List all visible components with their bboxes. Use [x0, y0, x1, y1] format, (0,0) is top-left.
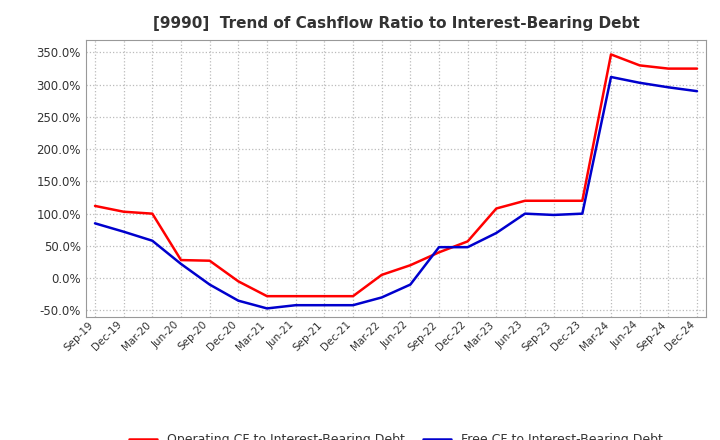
Operating CF to Interest-Bearing Debt [492, 206, 500, 211]
Operating CF to Interest-Bearing Debt [176, 257, 185, 263]
Operating CF to Interest-Bearing Debt [234, 279, 243, 284]
Operating CF to Interest-Bearing Debt [91, 203, 99, 209]
Operating CF to Interest-Bearing Debt [435, 249, 444, 255]
Free CF to Interest-Bearing Debt [377, 295, 386, 300]
Free CF to Interest-Bearing Debt [91, 221, 99, 226]
Free CF to Interest-Bearing Debt [492, 231, 500, 236]
Operating CF to Interest-Bearing Debt [377, 272, 386, 278]
Free CF to Interest-Bearing Debt [549, 213, 558, 218]
Free CF to Interest-Bearing Debt [607, 74, 616, 80]
Free CF to Interest-Bearing Debt [292, 303, 300, 308]
Operating CF to Interest-Bearing Debt [120, 209, 128, 214]
Free CF to Interest-Bearing Debt [435, 245, 444, 250]
Free CF to Interest-Bearing Debt [693, 88, 701, 94]
Operating CF to Interest-Bearing Debt [464, 239, 472, 244]
Line: Operating CF to Interest-Bearing Debt: Operating CF to Interest-Bearing Debt [95, 55, 697, 296]
Title: [9990]  Trend of Cashflow Ratio to Interest-Bearing Debt: [9990] Trend of Cashflow Ratio to Intere… [153, 16, 639, 32]
Free CF to Interest-Bearing Debt [664, 84, 672, 90]
Operating CF to Interest-Bearing Debt [521, 198, 529, 203]
Operating CF to Interest-Bearing Debt [549, 198, 558, 203]
Free CF to Interest-Bearing Debt [148, 238, 157, 243]
Operating CF to Interest-Bearing Debt [607, 52, 616, 57]
Operating CF to Interest-Bearing Debt [635, 63, 644, 68]
Operating CF to Interest-Bearing Debt [263, 293, 271, 299]
Free CF to Interest-Bearing Debt [578, 211, 587, 216]
Free CF to Interest-Bearing Debt [120, 229, 128, 235]
Free CF to Interest-Bearing Debt [464, 245, 472, 250]
Free CF to Interest-Bearing Debt [635, 80, 644, 85]
Operating CF to Interest-Bearing Debt [348, 293, 357, 299]
Free CF to Interest-Bearing Debt [348, 303, 357, 308]
Legend: Operating CF to Interest-Bearing Debt, Free CF to Interest-Bearing Debt: Operating CF to Interest-Bearing Debt, F… [125, 429, 667, 440]
Free CF to Interest-Bearing Debt [320, 303, 328, 308]
Free CF to Interest-Bearing Debt [176, 261, 185, 267]
Operating CF to Interest-Bearing Debt [664, 66, 672, 71]
Operating CF to Interest-Bearing Debt [320, 293, 328, 299]
Operating CF to Interest-Bearing Debt [578, 198, 587, 203]
Free CF to Interest-Bearing Debt [205, 282, 214, 287]
Free CF to Interest-Bearing Debt [263, 306, 271, 311]
Operating CF to Interest-Bearing Debt [406, 263, 415, 268]
Free CF to Interest-Bearing Debt [521, 211, 529, 216]
Free CF to Interest-Bearing Debt [406, 282, 415, 287]
Free CF to Interest-Bearing Debt [234, 298, 243, 303]
Operating CF to Interest-Bearing Debt [205, 258, 214, 264]
Operating CF to Interest-Bearing Debt [693, 66, 701, 71]
Line: Free CF to Interest-Bearing Debt: Free CF to Interest-Bearing Debt [95, 77, 697, 308]
Operating CF to Interest-Bearing Debt [292, 293, 300, 299]
Operating CF to Interest-Bearing Debt [148, 211, 157, 216]
